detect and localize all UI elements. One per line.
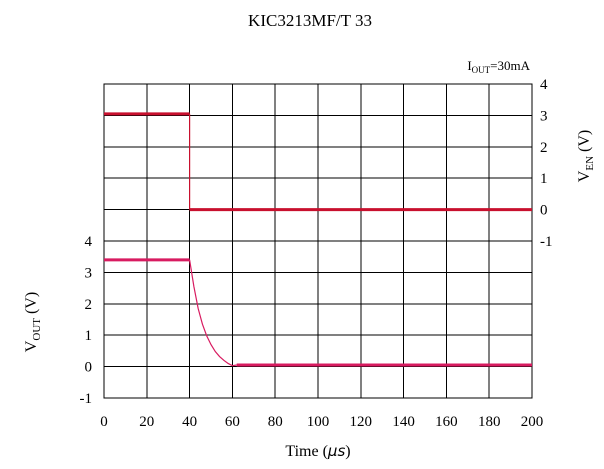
x-tick-labels: 0 20 40 60 80 100 120 140 160 180 200 bbox=[100, 414, 543, 430]
condition-subscript: OUT bbox=[472, 65, 491, 75]
right-tick-label: 0 bbox=[540, 203, 548, 219]
series-layer bbox=[104, 112, 532, 367]
chart-title: KIC3213MF/T 33 bbox=[248, 11, 372, 30]
left-tick-label: 2 bbox=[85, 297, 93, 313]
x-tick-label: 200 bbox=[521, 414, 544, 430]
left-tick-label: 0 bbox=[85, 360, 93, 376]
left-tick-label: 4 bbox=[85, 234, 93, 250]
right-axis-label-subscript: EN bbox=[584, 156, 596, 171]
right-tick-label: 3 bbox=[540, 108, 548, 124]
x-tick-label: 40 bbox=[182, 414, 197, 430]
x-tick-label: 60 bbox=[225, 414, 240, 430]
x-tick-label: 120 bbox=[350, 414, 373, 430]
left-axis-label: VOUT (V) bbox=[23, 292, 43, 352]
left-axis-label-subscript: OUT bbox=[31, 318, 43, 341]
right-tick-labels: 4 3 2 1 0 -1 bbox=[540, 77, 553, 250]
x-axis-label-unit: μs bbox=[327, 442, 346, 460]
right-axis-label-unit: (V) bbox=[576, 130, 593, 156]
left-tick-label: 1 bbox=[85, 328, 93, 344]
left-tick-label: -1 bbox=[80, 391, 93, 407]
x-tick-label: 160 bbox=[435, 414, 458, 430]
right-axis-label-symbol: V bbox=[576, 170, 593, 182]
right-tick-label: -1 bbox=[540, 234, 553, 250]
x-tick-label: 100 bbox=[307, 414, 330, 430]
left-axis-label-symbol: V bbox=[23, 340, 40, 352]
x-tick-label: 180 bbox=[478, 414, 501, 430]
left-tick-labels: 4 3 2 1 0 -1 bbox=[80, 234, 93, 407]
x-tick-label: 140 bbox=[392, 414, 415, 430]
x-tick-label: 80 bbox=[268, 414, 283, 430]
x-tick-label: 0 bbox=[100, 414, 108, 430]
series-vout-decay bbox=[189, 259, 237, 367]
x-axis-label-close: ) bbox=[345, 443, 350, 460]
x-axis-label-text: Time ( bbox=[285, 443, 328, 460]
right-tick-label: 4 bbox=[540, 77, 548, 93]
condition-label: IOUT=30mA bbox=[467, 58, 530, 75]
right-tick-label: 1 bbox=[540, 171, 548, 187]
condition-value: =30mA bbox=[490, 58, 530, 73]
right-tick-label: 2 bbox=[540, 140, 548, 156]
left-axis-label-unit: (V) bbox=[23, 292, 40, 318]
x-tick-label: 20 bbox=[139, 414, 154, 430]
right-axis-label: VEN (V) bbox=[576, 130, 596, 182]
condition-symbol: I bbox=[467, 58, 471, 73]
left-tick-label: 3 bbox=[85, 265, 93, 281]
grid bbox=[104, 84, 532, 398]
plot-frame bbox=[103, 83, 533, 399]
x-axis-label: Time (μs) bbox=[285, 442, 350, 460]
